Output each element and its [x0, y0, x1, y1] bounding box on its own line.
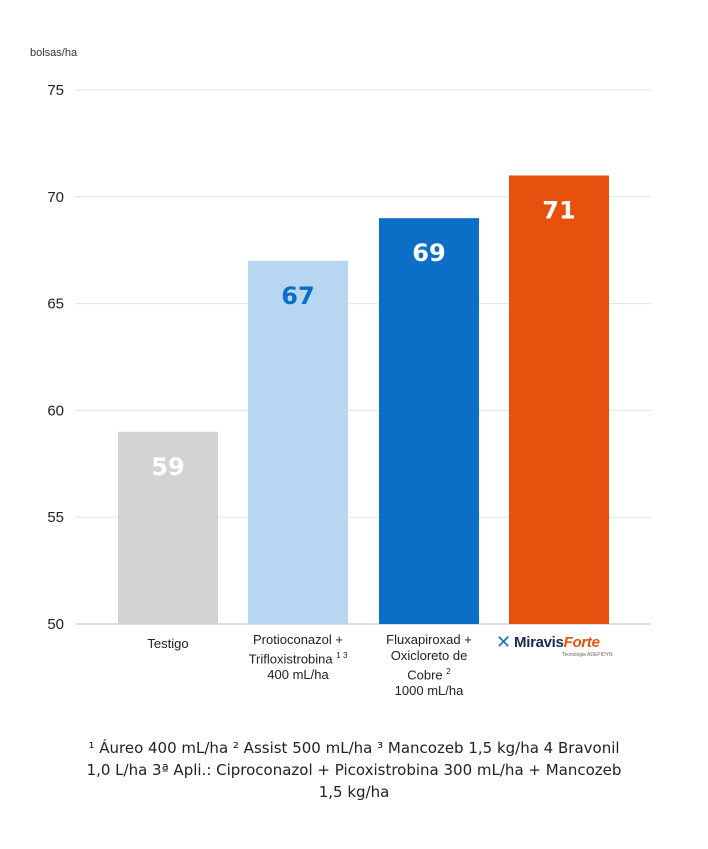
footnote: ¹ Áureo 400 mL/ha ² Assist 500 mL/ha ³ M… — [60, 737, 648, 803]
bars — [118, 175, 609, 624]
y-tick-label: 70 — [47, 189, 64, 206]
category-label-line: 1000 mL/ha — [394, 683, 464, 699]
bar-value-label: 69 — [412, 239, 445, 267]
category-label-fluxapiroxad: Fluxapiroxad + Oxicloreto de Cobre 2 100… — [364, 632, 494, 699]
logo-wordmark: MiravisForte — [514, 634, 600, 651]
footnote-line: 1,0 L/ha 3ª Apli.: Ciproconazol + Picoxi… — [86, 761, 622, 779]
footnote-line: 1,5 kg/ha — [318, 783, 390, 801]
bar-value-label: 59 — [151, 453, 184, 481]
bar — [248, 260, 348, 624]
category-label-text: Trifloxistrobina — [248, 651, 333, 667]
category-label-protioconazol: Protioconazol + Trifloxistrobina 1 3 400… — [233, 632, 363, 683]
bar — [379, 218, 479, 624]
footnote-ref: 2 — [446, 667, 451, 676]
logo-name: Miravis — [514, 634, 564, 651]
bar-value-label: 71 — [542, 196, 575, 224]
category-label-text: Cobre — [407, 667, 443, 683]
y-tick-labels: 50 55 60 65 70 75 — [47, 82, 64, 633]
category-label-line: Protioconazol + — [253, 632, 343, 647]
y-tick-label: 50 — [47, 616, 64, 633]
bar-value-label: 67 — [281, 282, 314, 310]
category-label-line: 400 mL/ha — [267, 667, 329, 683]
y-tick-label: 60 — [47, 402, 64, 419]
bar-chart: 50 55 60 65 70 75 59 67 69 71 — [47, 82, 651, 633]
category-label-line: Oxicloreto de — [390, 648, 468, 663]
bar — [118, 431, 218, 624]
y-tick-label: 65 — [47, 296, 64, 313]
logo-name-suffix: Forte — [563, 634, 600, 651]
category-label-testigo: Testigo — [103, 636, 233, 652]
footnote-line: ¹ Áureo 400 mL/ha ² Assist 500 mL/ha ³ M… — [88, 739, 620, 757]
logo-tagline: Tecnologia ADEPIDYN — [562, 652, 613, 658]
category-label-line: Fluxapiroxad + — [386, 632, 472, 647]
footnote-ref: 1 3 — [336, 651, 348, 660]
category-label-line: Trifloxistrobina 1 3 — [233, 648, 363, 667]
y-axis-unit-label: bolsas/ha — [30, 47, 78, 59]
bar — [509, 175, 609, 624]
category-label-text: Testigo — [147, 636, 189, 651]
category-label-line: Cobre 2 — [364, 664, 494, 683]
y-tick-label: 55 — [47, 509, 64, 526]
miravis-forte-logo: ✕ MiravisForte Tecnologia ADEPIDYN — [492, 632, 632, 662]
y-tick-label: 75 — [47, 82, 64, 99]
value-labels: 59 67 69 71 — [151, 196, 575, 480]
miravis-x-icon: ✕ — [496, 632, 512, 653]
